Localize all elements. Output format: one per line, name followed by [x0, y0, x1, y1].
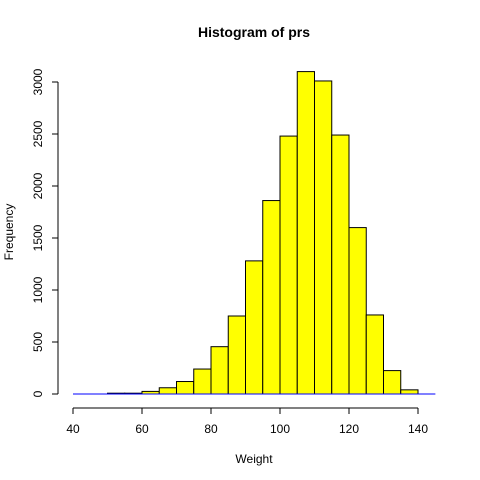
y-axis: 0 500 1000 1500 2000 2500 3000	[31, 68, 59, 397]
y-tick-label: 3000	[31, 68, 45, 95]
histogram-bar	[210, 346, 229, 395]
y-tick-label: 500	[31, 332, 45, 352]
bars-group	[73, 71, 436, 395]
y-tick-label: 1000	[31, 276, 45, 303]
histogram-bar	[400, 389, 419, 395]
y-tick-label: 1500	[31, 224, 45, 251]
x-tick-label: 40	[66, 422, 80, 436]
histogram-bar	[383, 370, 402, 395]
x-axis-label: Weight	[235, 452, 273, 466]
x-tick-label: 100	[270, 422, 290, 436]
histogram-bar	[279, 135, 298, 395]
histogram-bar	[245, 260, 264, 395]
chart-title: Histogram of prs	[198, 24, 310, 40]
histogram-bar	[262, 200, 281, 395]
histogram-bar	[348, 227, 367, 395]
histogram-bar	[314, 80, 333, 395]
x-tick-label: 60	[135, 422, 149, 436]
histogram-bar	[158, 387, 177, 395]
x-tick-label: 120	[339, 422, 359, 436]
x-tick-label: 80	[204, 422, 218, 436]
x-tick-label: 140	[408, 422, 428, 436]
histogram-bar	[193, 368, 212, 395]
histogram-bar	[296, 71, 315, 395]
x-axis: 40 60 80 100 120 140	[66, 407, 428, 436]
histogram-bar	[176, 381, 195, 395]
histogram-bar	[331, 134, 350, 395]
histogram-bar	[227, 315, 246, 395]
y-tick-label: 0	[31, 390, 45, 397]
y-tick-label: 2500	[31, 120, 45, 147]
y-tick-label: 2000	[31, 172, 45, 199]
y-axis-label: Frequency	[2, 204, 16, 261]
histogram-bar	[365, 314, 384, 395]
